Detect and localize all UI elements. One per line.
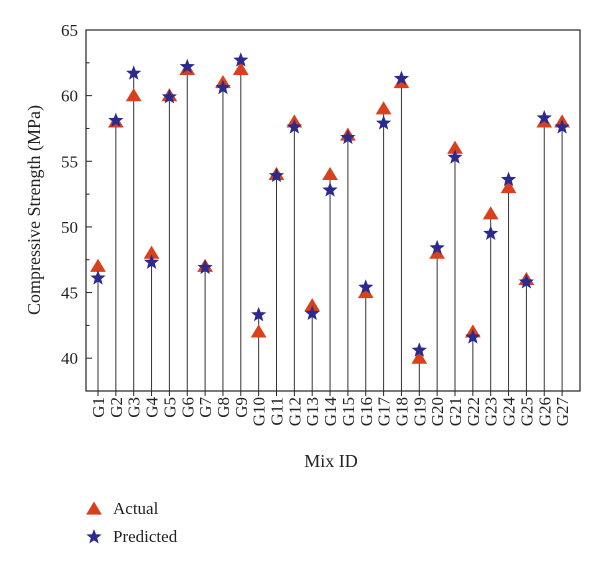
- x-tick-label: G26: [535, 397, 554, 426]
- legend-actual-label: Actual: [113, 499, 159, 518]
- y-tick-label: 55: [61, 152, 78, 171]
- legend: Actual Predicted: [86, 499, 178, 546]
- actual-point: [429, 245, 446, 259]
- legend-predicted-label: Predicted: [113, 527, 178, 546]
- x-tick-label: G18: [392, 397, 411, 426]
- actual-point: [482, 206, 499, 220]
- actual-markers-group: [90, 61, 570, 364]
- x-tick-label: G11: [268, 397, 287, 426]
- actual-point: [375, 101, 392, 115]
- x-tick-label: G5: [160, 397, 179, 418]
- predicted-point: [358, 279, 374, 294]
- x-tick-label: G14: [321, 397, 340, 427]
- x-tick-label: G20: [428, 397, 447, 426]
- actual-point: [357, 285, 374, 299]
- predicted-point: [251, 306, 267, 322]
- predicted-point: [286, 119, 302, 134]
- predicted-point: [233, 52, 249, 67]
- actual-point: [304, 298, 321, 312]
- actual-point: [447, 140, 463, 154]
- predicted-point: [108, 112, 124, 128]
- predicted-point: [554, 119, 570, 134]
- actual-point: [90, 258, 106, 272]
- x-tick-label: G1: [89, 397, 108, 418]
- x-tick-label: G17: [375, 397, 394, 427]
- x-tick-label: G7: [196, 397, 215, 418]
- x-tick-label: G9: [232, 397, 251, 418]
- legend-triangle-icon: [86, 501, 102, 515]
- x-tick-label: G10: [250, 397, 269, 426]
- predicted-point: [197, 259, 213, 275]
- predicted-point: [215, 79, 231, 95]
- x-tick-label: G16: [357, 397, 376, 426]
- x-tick-label: G2: [107, 397, 126, 418]
- predicted-point: [143, 254, 160, 269]
- x-tick-label: G22: [464, 397, 483, 426]
- predicted-point: [268, 167, 285, 183]
- actual-point: [125, 88, 142, 102]
- x-tick-label: G4: [143, 397, 162, 418]
- predicted-point: [304, 305, 320, 321]
- actual-point: [250, 324, 267, 338]
- x-tick-label: G8: [214, 397, 233, 418]
- actual-point: [500, 180, 517, 194]
- actual-point: [322, 166, 338, 181]
- predicted-point: [126, 65, 142, 80]
- y-tick-label: 50: [61, 218, 78, 237]
- y-tick-label: 40: [61, 349, 78, 368]
- x-tick-label: G19: [410, 397, 429, 426]
- x-tick-label: G6: [178, 397, 197, 418]
- x-tick-label: G27: [553, 397, 572, 427]
- predicted-point: [393, 70, 410, 86]
- predicted-point: [375, 115, 392, 130]
- predicted-point: [179, 58, 195, 74]
- predicted-point: [90, 270, 106, 285]
- predicted-point: [429, 239, 445, 255]
- predicted-point: [483, 225, 499, 240]
- y-tick-label: 45: [61, 284, 78, 303]
- x-tick-label: G24: [500, 397, 519, 427]
- predicted-point: [447, 149, 463, 164]
- x-tick-label: G15: [339, 397, 358, 426]
- y-tick-label: 65: [61, 21, 78, 40]
- actual-point: [411, 350, 428, 364]
- x-tick-label: G3: [125, 397, 144, 418]
- predicted-point: [340, 129, 356, 145]
- x-tick-label: G23: [482, 397, 501, 426]
- predicted-point: [465, 329, 481, 344]
- actual-point: [143, 245, 160, 259]
- x-tick-label: G25: [517, 397, 536, 426]
- actual-point: [232, 61, 249, 76]
- predicted-point: [536, 109, 552, 125]
- plot-frame: [85, 29, 581, 392]
- predicted-point: [161, 88, 178, 104]
- axes-group: 404550556065G1G2G3G4G5G6G7G8G9G10G11G12G…: [61, 21, 572, 426]
- predicted-point: [411, 342, 427, 357]
- x-tick-label: G13: [303, 397, 322, 426]
- predicted-point: [322, 182, 338, 197]
- predicted-point: [518, 274, 535, 289]
- legend-actual-marker: [86, 501, 102, 515]
- legend-star-icon: [86, 529, 102, 544]
- x-tick-label: G21: [446, 397, 465, 426]
- legend-predicted-marker: [86, 529, 102, 544]
- x-axis-title: Mix ID: [304, 451, 358, 471]
- stems-group: [97, 60, 563, 391]
- y-axis-title: Compressive Strength (MPa): [24, 105, 45, 315]
- x-tick-label: G12: [285, 397, 304, 426]
- plot-frame-group: [85, 29, 581, 392]
- y-tick-label: 60: [61, 87, 78, 106]
- predicted-markers-group: [90, 52, 570, 357]
- predicted-point: [500, 171, 517, 187]
